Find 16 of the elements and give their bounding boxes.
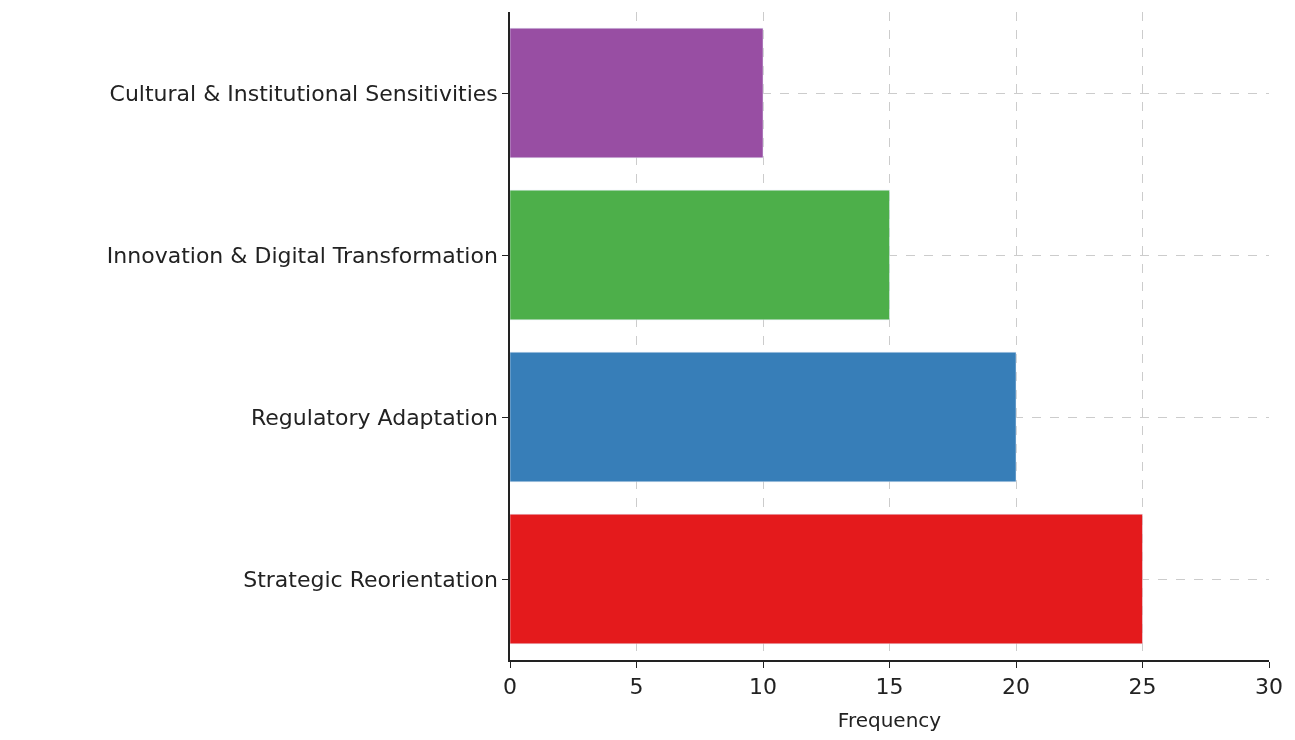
x-axis-title: Frequency xyxy=(837,708,942,733)
y-tick-label: Innovation & Digital Transformation xyxy=(106,242,498,268)
bar xyxy=(510,351,1017,483)
bar xyxy=(510,189,890,321)
bar xyxy=(510,513,1143,645)
y-tick-label: Cultural & Institutional Sensitivities xyxy=(109,80,498,106)
x-tick-label: 20 xyxy=(1002,674,1030,700)
x-tick-label: 0 xyxy=(503,674,517,700)
x-tick-label: 15 xyxy=(875,674,904,700)
x-tick-label: 25 xyxy=(1128,674,1157,700)
x-tick-label: 30 xyxy=(1255,674,1283,700)
y-tick-label: Regulatory Adaptation xyxy=(251,404,498,430)
x-tick-label: 10 xyxy=(749,674,777,700)
x-tick-label: 5 xyxy=(629,674,644,700)
bar xyxy=(510,27,764,159)
y-tick-label: Strategic Reorientation xyxy=(243,566,498,592)
